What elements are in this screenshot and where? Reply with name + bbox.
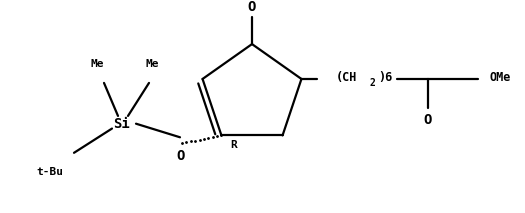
Text: )6: )6 (378, 71, 392, 83)
Text: Me: Me (90, 59, 104, 69)
Text: Si: Si (113, 117, 130, 131)
Text: t-Bu: t-Bu (37, 167, 64, 177)
Text: 2: 2 (369, 78, 375, 88)
Text: OMe: OMe (489, 72, 511, 85)
Text: (CH: (CH (336, 71, 358, 83)
Text: Me: Me (145, 59, 159, 69)
Text: O: O (248, 0, 256, 14)
Text: R: R (230, 140, 237, 150)
Text: O: O (424, 113, 432, 127)
Text: O: O (177, 149, 185, 163)
